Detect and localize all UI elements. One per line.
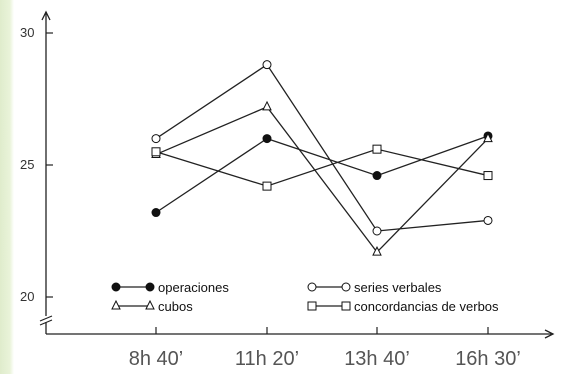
legend-marker-start-concordancias-de-verbos: [307, 301, 317, 311]
data-point-cubos-2: [262, 100, 272, 111]
data-point-operaciones-2: [262, 134, 272, 144]
y-ticks: 20 25 30: [20, 25, 53, 304]
legend-marker-start-series-verbales: [307, 282, 317, 292]
legend-marker-end-operaciones: [145, 282, 155, 292]
legend: operaciones series verbales cubos concordan…: [111, 280, 499, 314]
data-point-concordancias-de-verbos-4: [483, 171, 493, 181]
legend-label-concordancias-de-verbos: concordancias de verbos: [354, 299, 499, 314]
series-lines: [151, 60, 493, 256]
series-line-cubos: [155, 106, 489, 254]
y-tick-label-20: 20: [20, 289, 34, 304]
data-point-concordancias-de-verbos-1: [151, 147, 161, 157]
legend-marker-start-operaciones: [111, 282, 121, 292]
legend-label-operaciones: operaciones: [158, 280, 229, 295]
data-point-series-verbales-3: [372, 226, 382, 236]
series-line-concordancias-de-verbos: [155, 148, 489, 187]
x-tick-label-4: 16h 30’: [455, 348, 521, 370]
x-tick-label-2: 11h 20’: [235, 348, 299, 370]
series-cubos: [151, 100, 493, 256]
data-point-operaciones-1: [151, 208, 161, 218]
y-tick-label-25: 25: [20, 157, 34, 172]
x-ticks: 8h 40’ 11h 20’ 13h 40’ 16h 30’: [129, 327, 521, 370]
series-line-series-verbales: [155, 63, 489, 232]
legend-label-cubos: cubos: [158, 299, 193, 314]
legend-item-operaciones: operaciones: [111, 280, 229, 295]
data-point-concordancias-de-verbos-2: [262, 181, 272, 191]
series-series-verbales: [151, 60, 493, 236]
legend-marker-end-concordancias-de-verbos: [341, 301, 351, 311]
legend-item-concordancias-de-verbos: concordancias de verbos: [307, 299, 499, 314]
series-operaciones: [151, 131, 493, 218]
series-concordancias-de-verbos: [151, 144, 493, 191]
x-axis-arrow: [544, 329, 555, 339]
legend-marker-end-series-verbales: [341, 282, 351, 292]
legend-item-cubos: cubos: [111, 299, 193, 314]
data-point-series-verbales-4: [483, 215, 493, 225]
legend-label-series-verbales: series verbales: [354, 280, 442, 295]
y-axis-break: [39, 315, 53, 326]
data-point-operaciones-3: [372, 171, 382, 181]
legend-item-series-verbales: series verbales: [307, 280, 442, 295]
axes: [39, 10, 555, 339]
y-axis-arrow: [41, 10, 51, 21]
y-tick-label-30: 30: [20, 25, 34, 40]
data-point-concordancias-de-verbos-3: [372, 144, 382, 154]
legend-marker-end-cubos: [145, 299, 155, 310]
series-line-operaciones: [155, 135, 489, 214]
data-point-cubos-3: [372, 246, 382, 256]
left-decorative-strip: [0, 0, 14, 374]
x-tick-label-1: 8h 40’: [129, 348, 184, 370]
legend-marker-start-cubos: [111, 299, 121, 310]
data-point-cubos-4: [483, 132, 493, 143]
data-point-series-verbales-1: [151, 134, 161, 144]
x-tick-label-3: 13h 40’: [344, 348, 410, 370]
data-point-series-verbales-2: [262, 60, 272, 70]
